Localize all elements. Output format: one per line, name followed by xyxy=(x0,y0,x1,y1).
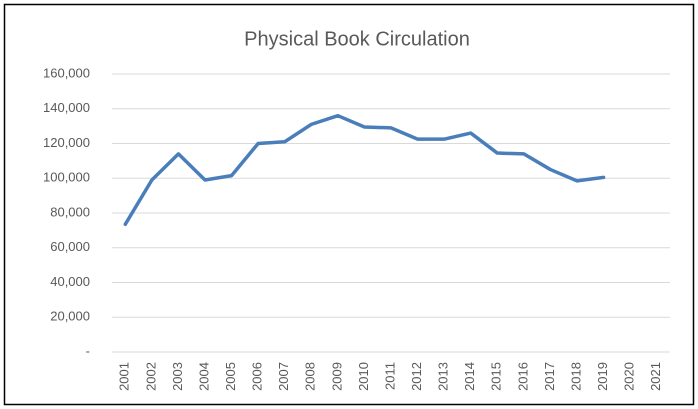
x-tick-label: 2001 xyxy=(117,362,132,391)
x-tick-label: 2010 xyxy=(356,362,371,391)
x-tick-label: 2021 xyxy=(648,362,663,391)
x-tick-label: 2013 xyxy=(436,362,451,391)
x-tick-label: 2002 xyxy=(143,362,158,391)
x-tick-label: 2016 xyxy=(515,362,530,391)
y-tick-label: 120,000 xyxy=(43,135,90,150)
y-tick-label: - xyxy=(86,343,90,358)
x-tick-label: 2014 xyxy=(462,362,477,391)
x-tick-label: 2017 xyxy=(542,362,557,391)
y-tick-label: 140,000 xyxy=(43,100,90,115)
y-tick-label: 160,000 xyxy=(43,65,90,80)
x-tick-label: 2003 xyxy=(170,362,185,391)
x-tick-label: 2019 xyxy=(595,362,610,391)
y-tick-label: 100,000 xyxy=(43,170,90,185)
line-series xyxy=(123,113,606,227)
x-tick-label: 2006 xyxy=(250,362,265,391)
y-tick-label: 60,000 xyxy=(50,239,90,254)
x-tick-label: 2007 xyxy=(276,362,291,391)
x-tick-label: 2005 xyxy=(223,362,238,391)
x-tick-label: 2009 xyxy=(329,362,344,391)
x-tick-label: 2004 xyxy=(196,362,211,391)
y-tick-label: 80,000 xyxy=(50,204,90,219)
x-tick-label: 2008 xyxy=(303,362,318,391)
x-tick-label: 2015 xyxy=(489,362,504,391)
y-tick-label: 40,000 xyxy=(50,274,90,289)
x-tick-label: 2012 xyxy=(409,362,424,391)
chart-frame xyxy=(3,3,695,406)
x-tick-label: 2020 xyxy=(622,362,637,391)
chart-title: Physical Book Circulation xyxy=(244,28,470,50)
x-tick-label: 2011 xyxy=(382,362,397,390)
x-tick-label: 2018 xyxy=(568,362,583,391)
y-tick-label: 20,000 xyxy=(50,309,90,324)
